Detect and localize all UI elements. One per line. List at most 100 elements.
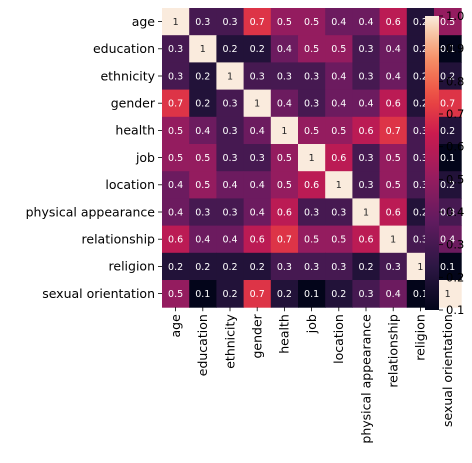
heatmap-cell-age-ethnicity: [216, 8, 245, 36]
colorbar-label-0.4: 0.4: [446, 205, 464, 219]
cell-value-location-age: 0.4: [168, 180, 183, 191]
y-label-ethnicity: ethnicity: [100, 68, 155, 83]
cell-value-location-religion: 0.3: [413, 180, 428, 191]
cell-value-location-sexual-orientation: 0.2: [440, 180, 455, 191]
cell-value-gender-education: 0.2: [195, 99, 210, 110]
cell-value-ethnicity-job: 0.3: [304, 71, 319, 82]
x-label-physical-appearance: physical appearance: [358, 314, 373, 444]
heatmap-cell-ethnicity-health: [270, 62, 299, 91]
heatmap-cell-location-physical-appearance: [352, 171, 381, 199]
heatmap-cell-religion-relationship: [379, 252, 408, 281]
heatmap-cell-location-gender: [243, 171, 272, 199]
cell-value-health-physical-appearance: 0.6: [358, 126, 373, 137]
cell-value-education-sexual-orientation: 0.1: [440, 44, 455, 55]
cell-value-gender-health: 0.4: [277, 99, 292, 110]
cell-value-religion-age: 0.2: [168, 262, 183, 273]
y-label-gender: gender: [111, 96, 156, 111]
cell-value-physical-appearance-relationship: 0.6: [386, 207, 401, 218]
cell-value-religion-religion: 1: [417, 262, 423, 273]
colorbar-label-0.9: 0.9: [446, 42, 464, 56]
heatmap-cell-gender-location: [325, 89, 353, 118]
cell-value-education-gender: 0.2: [250, 44, 265, 55]
heatmap-cell-sexual-orientation-job: [298, 280, 326, 308]
cell-value-location-gender: 0.4: [250, 180, 265, 191]
heatmap-cell-health-relationship: [379, 116, 408, 145]
cell-value-job-location: 0.6: [331, 153, 346, 164]
heatmap-cell-ethnicity-education: [189, 62, 217, 91]
cell-value-job-religion: 0.3: [413, 153, 428, 164]
cell-value-age-ethnicity: 0.3: [222, 17, 237, 28]
heatmap-cell-health-gender: [243, 116, 272, 145]
x-label-health: health: [277, 314, 292, 354]
heatmap-cell-age-education: [189, 8, 217, 36]
cell-value-religion-health: 0.3: [277, 262, 292, 273]
cell-value-ethnicity-age: 0.3: [168, 71, 183, 82]
cell-value-age-location: 0.4: [331, 17, 346, 28]
heatmap-cell-education-health: [270, 35, 299, 63]
y-label-physical-appearance: physical appearance: [26, 204, 156, 219]
cell-value-sexual-orientation-religion: 0.1: [413, 289, 428, 300]
cell-value-education-physical-appearance: 0.3: [358, 44, 373, 55]
heatmap-cell-religion-education: [189, 252, 217, 281]
heatmap-cell-sexual-orientation-ethnicity: [216, 280, 245, 308]
cell-value-ethnicity-ethnicity: 1: [227, 71, 233, 82]
cell-value-location-education: 0.5: [195, 180, 210, 191]
colorbar-label-1.0: 1.0: [446, 9, 464, 23]
heatmap-cell-physical-appearance-education: [189, 198, 217, 227]
heatmap-cell-education-ethnicity: [216, 35, 245, 63]
heatmap-cell-job-age: [162, 144, 190, 172]
heatmap-cell-ethnicity-relationship: [379, 62, 408, 91]
heatmap-cell-location-ethnicity: [216, 171, 245, 199]
cell-value-education-job: 0.5: [304, 44, 319, 55]
heatmap-cell-physical-appearance-physical-appearance: [352, 198, 381, 227]
cell-value-job-education: 0.5: [195, 153, 210, 164]
heatmap-cell-religion-physical-appearance: [352, 252, 381, 281]
heatmap-cell-health-physical-appearance: [352, 116, 381, 145]
heatmap-cell-sexual-orientation-health: [270, 280, 299, 308]
heatmap-cell-location-job: [298, 171, 326, 199]
cell-value-relationship-education: 0.4: [195, 235, 210, 246]
heatmap-cell-sexual-orientation-relationship: [379, 280, 408, 308]
cell-value-ethnicity-health: 0.3: [277, 71, 292, 82]
heatmap-cell-ethnicity-gender: [243, 62, 272, 91]
cell-value-relationship-age: 0.6: [168, 235, 183, 246]
colorbar-label-0.2: 0.2: [446, 270, 464, 284]
heatmap-cell-physical-appearance-location: [325, 198, 353, 227]
heatmap-cell-relationship-gender: [243, 225, 272, 254]
cell-value-job-job: 1: [309, 153, 315, 164]
cell-value-job-gender: 0.3: [250, 153, 265, 164]
cell-value-sexual-orientation-physical-appearance: 0.3: [358, 289, 373, 300]
heatmap-cell-age-health: [270, 8, 299, 36]
heatmap-cell-sexual-orientation-physical-appearance: [352, 280, 381, 308]
x-label-religion: religion: [413, 314, 428, 360]
cell-value-ethnicity-sexual-orientation: 0.2: [440, 71, 455, 82]
cell-value-relationship-location: 0.5: [331, 235, 346, 246]
x-label-education: education: [195, 314, 210, 376]
heatmap-cell-age-location: [325, 8, 353, 36]
cell-value-sexual-orientation-gender: 0.7: [250, 289, 265, 300]
cell-value-health-gender: 0.4: [250, 126, 265, 137]
cell-value-relationship-health: 0.7: [277, 235, 292, 246]
heatmap-cell-location-relationship: [379, 171, 408, 199]
colorbar-label-0.6: 0.6: [446, 140, 464, 154]
colorbar-label-0.5: 0.5: [446, 172, 464, 186]
heatmap-cell-ethnicity-job: [298, 62, 326, 91]
heatmap-cell-job-education: [189, 144, 217, 172]
heatmap-cell-gender-ethnicity: [216, 89, 245, 118]
cell-value-education-relationship: 0.4: [386, 44, 401, 55]
heatmap-cell-relationship-education: [189, 225, 217, 254]
colorbar-label-0.1: 0.1: [446, 303, 464, 317]
y-label-job: job: [135, 150, 155, 165]
cell-value-religion-ethnicity: 0.2: [222, 262, 237, 273]
heatmap-cell-job-job: [298, 144, 326, 172]
cell-value-physical-appearance-religion: 0.2: [413, 207, 428, 218]
cell-value-gender-sexual-orientation: 0.7: [440, 99, 455, 110]
heatmap-cell-religion-location: [325, 252, 353, 281]
cell-value-age-education: 0.3: [195, 17, 210, 28]
cell-value-religion-gender: 0.2: [250, 262, 265, 273]
cell-value-education-ethnicity: 0.2: [222, 44, 237, 55]
cell-value-age-health: 0.5: [277, 17, 292, 28]
y-label-location: location: [105, 177, 155, 192]
cell-value-gender-job: 0.3: [304, 99, 319, 110]
heatmap-cell-physical-appearance-job: [298, 198, 326, 227]
